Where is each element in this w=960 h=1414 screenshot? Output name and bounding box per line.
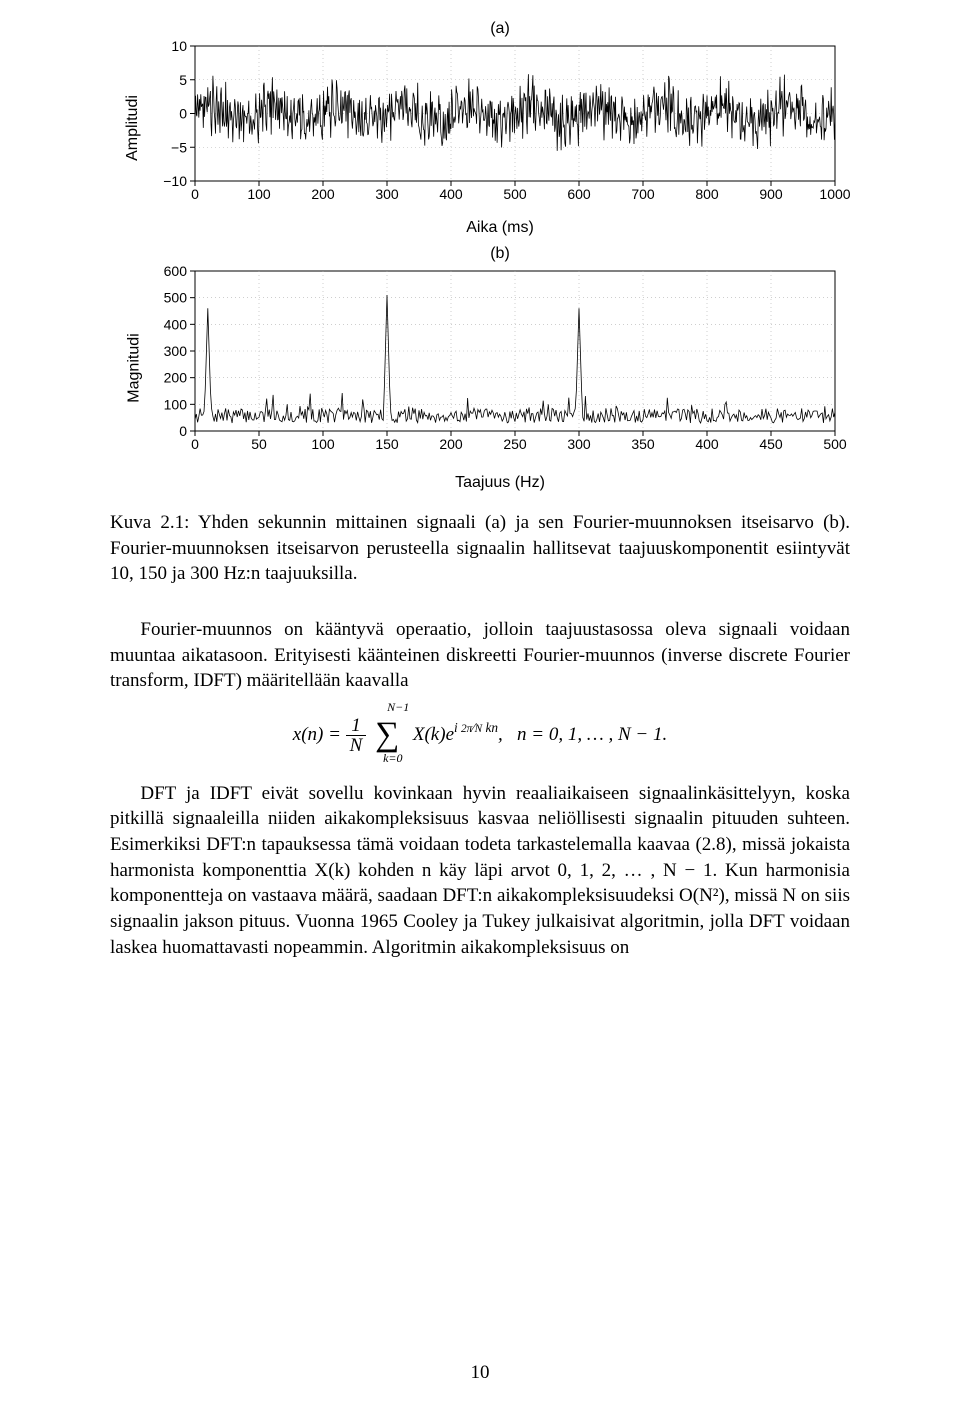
chart-b-ylabel: Magnitudi — [126, 333, 144, 402]
svg-text:10: 10 — [171, 40, 187, 54]
svg-text:600: 600 — [164, 265, 188, 279]
idft-equation: x(n) = 1 N N−1 ∑ k=0 X(k)ei 2π⁄N kn, n =… — [110, 716, 850, 755]
svg-text:450: 450 — [759, 436, 783, 452]
svg-text:1000: 1000 — [819, 186, 850, 202]
body-paragraph-1: Fourier-muunnos on kääntyvä operaatio, j… — [110, 617, 850, 694]
chart-b-wrap: (b) Magnitudi 05010015020025030035040045… — [150, 245, 850, 492]
svg-text:100: 100 — [164, 396, 188, 412]
chart-a-wrap: (a) Amplitudi 01002003004005006007008009… — [150, 20, 850, 237]
body-paragraph-2: DFT ja IDFT eivät sovellu kovinkaan hyvi… — [110, 781, 850, 960]
svg-text:250: 250 — [503, 436, 527, 452]
svg-text:0: 0 — [179, 423, 187, 439]
svg-text:200: 200 — [439, 436, 463, 452]
svg-text:−10: −10 — [163, 173, 187, 189]
svg-text:5: 5 — [179, 72, 187, 88]
svg-text:300: 300 — [375, 186, 399, 202]
chart-b-title: (b) — [150, 245, 850, 263]
chart-b-xlabel: Taajuus (Hz) — [150, 474, 850, 492]
svg-text:400: 400 — [164, 316, 188, 332]
chart-a-title: (a) — [150, 20, 850, 38]
svg-text:300: 300 — [567, 436, 591, 452]
svg-text:150: 150 — [375, 436, 399, 452]
svg-text:800: 800 — [695, 186, 719, 202]
chart-b-svg: 0 50 100 150 200 250 300 350 400 450 500 0 100 200 300… — [150, 265, 850, 465]
svg-text:500: 500 — [503, 186, 527, 202]
svg-text:500: 500 — [823, 436, 847, 452]
svg-text:0: 0 — [179, 106, 187, 122]
svg-text:100: 100 — [247, 186, 271, 202]
figure-caption: Kuva 2.1: Yhden sekunnin mittainen signa… — [110, 510, 850, 587]
svg-text:350: 350 — [631, 436, 655, 452]
chart-a-ylabel: Amplitudi — [124, 95, 142, 161]
svg-text:500: 500 — [164, 290, 188, 306]
page-number: 10 — [0, 1362, 960, 1384]
svg-text:400: 400 — [439, 186, 463, 202]
svg-text:200: 200 — [164, 370, 188, 386]
svg-text:50: 50 — [251, 436, 267, 452]
page: (a) Amplitudi 01002003004005006007008009… — [0, 0, 960, 1414]
svg-text:600: 600 — [567, 186, 591, 202]
svg-text:400: 400 — [695, 436, 719, 452]
svg-text:900: 900 — [759, 186, 783, 202]
svg-text:300: 300 — [164, 343, 188, 359]
svg-text:100: 100 — [311, 436, 335, 452]
svg-text:0: 0 — [191, 436, 199, 452]
chart-a-svg: 0 100 200 300 400 500 600 700 800 900 1000 −10 −5 0 5 1… — [150, 40, 850, 210]
chart-a-xlabel: Aika (ms) — [150, 219, 850, 237]
svg-text:−5: −5 — [171, 139, 187, 155]
svg-text:0: 0 — [191, 186, 199, 202]
svg-text:200: 200 — [311, 186, 335, 202]
svg-text:700: 700 — [631, 186, 655, 202]
